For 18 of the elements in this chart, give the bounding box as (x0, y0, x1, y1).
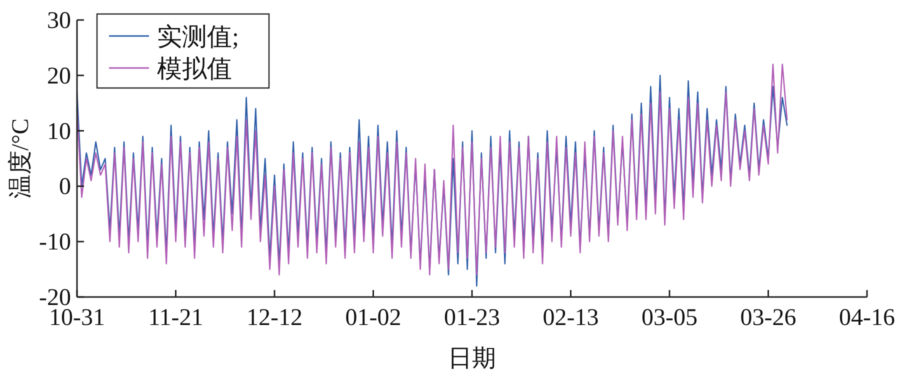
x-axis-title: 日期 (448, 346, 496, 372)
y-axis-title: 温度/°C (7, 118, 34, 199)
y-tick-label: 0 (59, 174, 71, 200)
y-tick-label: 20 (47, 63, 71, 90)
x-tick-label: 03-26 (740, 305, 796, 331)
x-tick-label: 01-23 (444, 305, 500, 331)
y-tick-label: -10 (39, 230, 71, 256)
y-tick-label: 10 (47, 118, 71, 145)
legend-label: 实测值; (157, 23, 239, 51)
x-tick-label: 01-02 (345, 305, 402, 331)
legend-label: 模拟值 (157, 56, 232, 83)
x-tick-label: 12-12 (246, 305, 302, 331)
x-tick-label: 10-31 (49, 305, 105, 331)
x-tick-label: 03-05 (642, 305, 698, 331)
x-tick-label: 02-13 (542, 305, 599, 331)
y-tick-label: 30 (47, 8, 71, 34)
x-tick-label: 04-16 (839, 305, 895, 331)
x-tick-label: 11-21 (148, 305, 204, 331)
